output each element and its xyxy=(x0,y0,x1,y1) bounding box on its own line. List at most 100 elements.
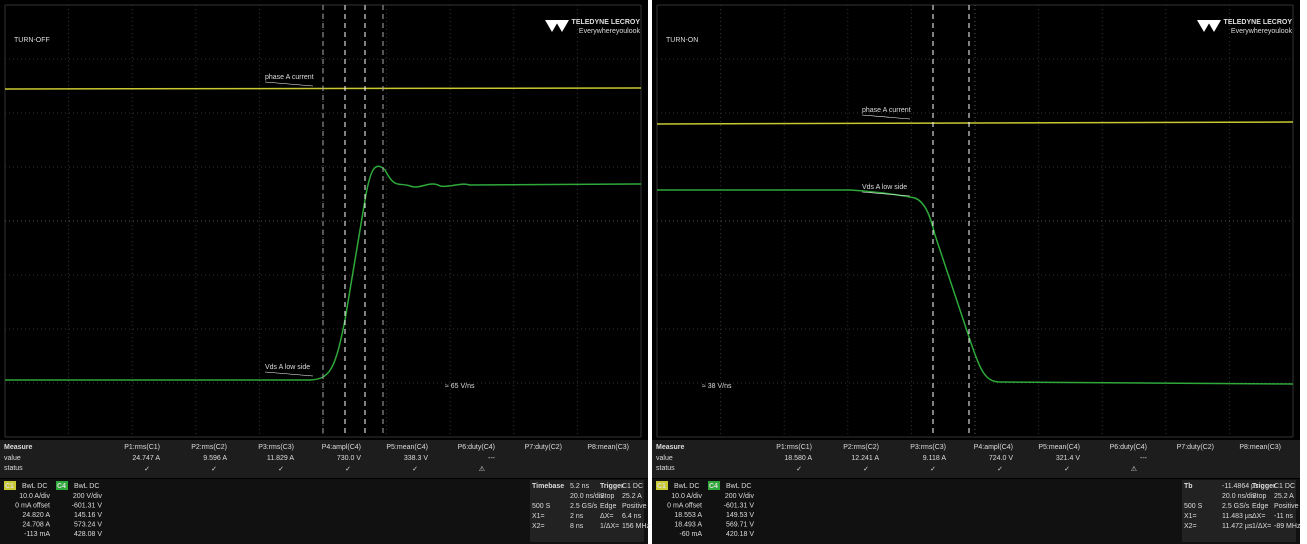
timebase-text: Trigger xyxy=(600,483,624,490)
param-value: --- xyxy=(488,455,496,462)
channel-line: 420.18 V xyxy=(726,531,754,538)
timebase-text: 2 ns xyxy=(570,513,584,520)
channel-line: 24.820 A xyxy=(22,512,50,519)
param-value: 12.241 A xyxy=(851,455,879,462)
param: P3:rms(C3) xyxy=(910,444,946,451)
timebase-text: X1= xyxy=(532,513,545,520)
channel-line: 145.16 V xyxy=(74,512,102,519)
timebase-text: Positive xyxy=(1274,503,1299,510)
measure-row: value xyxy=(4,455,21,462)
channel-line: 200 V/div xyxy=(73,493,103,500)
param: P8:mean(C3) xyxy=(1239,444,1281,451)
timebase-text: 11.483 µs xyxy=(1222,513,1253,520)
title: TURN-OFF xyxy=(14,37,50,44)
param-value: 9.596 A xyxy=(203,455,227,462)
channel-line: 569.71 V xyxy=(726,521,754,528)
trace-label: Vds A low side xyxy=(862,184,907,191)
brand: TELEDYNE LECROY xyxy=(572,19,641,26)
measure-row: value xyxy=(656,455,673,462)
measure-head: Measure xyxy=(656,444,685,451)
param: P1:rms(C1) xyxy=(776,444,812,451)
param: P5:mean(C4) xyxy=(1038,444,1080,451)
channel-badge xyxy=(656,481,668,490)
timebase-text: Tb xyxy=(1184,483,1193,490)
channel-coupling: BwL DC xyxy=(726,483,751,490)
timebase-text: Edge xyxy=(1252,503,1268,510)
vds-trace xyxy=(5,165,642,381)
param: P6:duty(C4) xyxy=(1110,444,1147,451)
param: P8:mean(C3) xyxy=(587,444,629,451)
logo xyxy=(545,20,569,32)
trace-leader xyxy=(264,81,314,87)
channel-line: -601.31 V xyxy=(724,502,755,509)
channel-line: 0 mA offset xyxy=(15,502,50,509)
timebase-text: 25.2 A xyxy=(622,493,642,500)
timebase-text: C1 DC xyxy=(622,483,643,490)
timebase-text: X2= xyxy=(1184,523,1197,530)
title: TURN-ON xyxy=(666,37,698,44)
channel-coupling: BwL DC xyxy=(674,483,699,490)
measure-row: status xyxy=(656,465,675,472)
trace-label: phase A current xyxy=(862,107,911,114)
channel-line: -113 mA xyxy=(24,531,50,538)
measure-row: status xyxy=(4,465,23,472)
timebase-text: Positive xyxy=(622,503,647,510)
param-value: 321.4 V xyxy=(1056,455,1080,462)
timebase-text: 5.2 ns xyxy=(570,483,590,490)
channel-id: C1 xyxy=(5,483,14,490)
channel-line: -60 mA xyxy=(679,531,702,538)
timebase-text: ΔX= xyxy=(1252,513,1265,520)
timebase-text: -89 MHz xyxy=(1274,523,1301,530)
param: P7:duty(C2) xyxy=(525,444,562,451)
param: P5:mean(C4) xyxy=(386,444,428,451)
param: P4:ampl(C4) xyxy=(322,444,361,451)
param: P7:duty(C2) xyxy=(1177,444,1214,451)
timebase-text: 1/ΔX= xyxy=(1252,523,1271,530)
param-value: 11.829 A xyxy=(267,455,294,462)
timebase-text: 20.0 ns/div xyxy=(570,493,604,500)
channel-line: 24.708 A xyxy=(22,521,50,528)
tagline: Everywhereyoulook xyxy=(579,28,641,35)
channel-line: 573.24 V xyxy=(74,521,102,528)
param: P2:rms(C2) xyxy=(843,444,879,451)
channel-badge xyxy=(56,481,68,490)
channel-coupling: BwL DC xyxy=(22,483,47,490)
param-status: ✓ xyxy=(997,466,1003,473)
param-status: ✓ xyxy=(930,466,936,473)
channel-line: 149.53 V xyxy=(726,512,754,519)
param-value: 724.0 V xyxy=(989,455,1013,462)
param-status: ✓ xyxy=(796,466,802,473)
vds-trace xyxy=(657,189,1294,385)
channel-id: C4 xyxy=(709,483,718,490)
channel-line: 10.0 A/div xyxy=(19,493,50,500)
timebase-text: Timebase xyxy=(532,483,564,490)
trace-label: phase A current xyxy=(265,74,314,81)
param-status: ✓ xyxy=(144,466,150,473)
measure-bg xyxy=(0,440,648,478)
trace-leader xyxy=(861,191,911,197)
channel-line: 18.553 A xyxy=(674,512,702,519)
measure-head: Measure xyxy=(4,444,33,451)
param: P4:ampl(C4) xyxy=(974,444,1013,451)
param-status: ✓ xyxy=(1064,466,1070,473)
param-status: ✓ xyxy=(412,466,418,473)
param: P2:rms(C2) xyxy=(191,444,227,451)
timebase-text: 156 MHz xyxy=(622,523,651,530)
param-status: ✓ xyxy=(863,466,869,473)
timebase-text: -11 ns xyxy=(1274,513,1293,520)
trace-leader xyxy=(861,114,911,120)
param: P3:rms(C3) xyxy=(258,444,294,451)
timebase-text: 500 S xyxy=(1184,503,1203,510)
timebase-text: Stop xyxy=(1252,493,1267,500)
param-value: 18.580 A xyxy=(784,455,812,462)
timebase-text: 11.472 µs xyxy=(1222,523,1253,530)
param-status: ✓ xyxy=(278,466,284,473)
channel-id: C4 xyxy=(57,483,66,490)
channel-coupling: BwL DC xyxy=(74,483,99,490)
timebase-text: 2.5 GS/s xyxy=(570,503,598,510)
param-status: ✓ xyxy=(345,466,351,473)
param-value: 338.3 V xyxy=(404,455,428,462)
trace-leader xyxy=(264,371,314,377)
timebase-text: 25.2 A xyxy=(1274,493,1294,500)
timebase-text: Trigger xyxy=(1252,483,1276,490)
